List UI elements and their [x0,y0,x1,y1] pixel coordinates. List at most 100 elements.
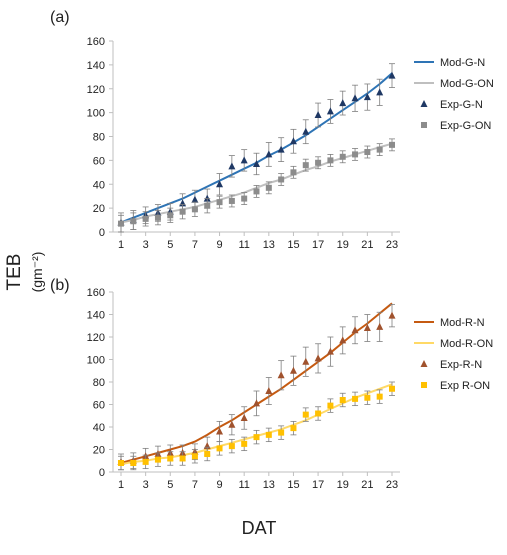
y-tick-label: 100 [87,108,105,120]
legend-item: Mod-R-ON [414,338,493,350]
legend-item: Exp-G-ON [421,120,491,132]
legend-item: Mod-G-ON [414,78,494,90]
x-tick-label: 15 [287,479,299,491]
data-point [191,206,198,213]
data-point [277,371,285,379]
x-tick-label: 5 [167,479,173,491]
legend-label: Exp R-ON [440,380,490,392]
data-point [142,215,149,222]
x-tick-label: 1 [118,239,124,251]
data-point [216,427,224,435]
data-point [326,107,334,115]
data-point [302,162,309,169]
y-tick-label: 80 [93,377,105,389]
y-tick-label: 60 [93,400,105,412]
series-exp-r-n [117,303,396,471]
data-point [352,395,359,402]
data-point [302,357,310,365]
data-point [179,455,186,462]
series-line [120,72,393,224]
data-point [118,220,124,227]
data-point [289,366,297,374]
legend-label: Mod-G-N [440,57,485,69]
y-tick-label: 20 [93,445,105,457]
data-point [216,445,223,452]
series-exp-r-on [118,381,395,471]
data-point [167,455,174,462]
data-point [376,88,384,96]
x-tick-label: 3 [143,239,149,251]
data-point [216,199,223,206]
data-point [363,324,371,331]
legend-swatch [421,382,427,388]
shared-y-axis-unit: (gm⁻²) [29,252,45,293]
x-tick-label: 15 [287,239,299,251]
data-point [241,440,248,447]
y-tick-label: 120 [87,84,105,96]
legend-item: Exp-R-N [420,359,482,371]
data-point [142,458,149,465]
legend-swatch [420,360,428,367]
data-point [253,399,260,407]
panel-label: (a) [50,9,70,26]
data-point [179,208,186,215]
data-point [253,188,260,195]
data-point [191,453,198,460]
y-tick-label: 80 [93,132,105,144]
data-point [389,141,395,148]
data-point [130,218,137,225]
x-tick-label: 23 [386,479,398,491]
data-point [253,434,260,441]
data-point [315,410,322,417]
series-mod-g-n [120,72,393,224]
y-tick-label: 20 [93,203,105,215]
data-point [154,456,161,463]
y-tick-label: 0 [99,467,105,479]
legend-item: Exp-G-N [420,99,483,111]
x-tick-label: 13 [263,479,275,491]
x-tick-label: 9 [216,479,222,491]
y-tick-label: 60 [93,155,105,167]
legend-label: Exp-R-N [440,359,482,371]
data-point [314,111,322,119]
x-tick-label: 23 [386,239,398,251]
data-point [302,411,309,418]
data-point [339,397,346,403]
legend-label: Mod-G-ON [440,78,494,90]
y-tick-label: 100 [87,355,105,367]
legend-label: Exp-G-ON [440,120,491,132]
y-tick-label: 140 [87,310,105,322]
legend-label: Exp-G-N [440,99,483,111]
data-point [228,197,235,204]
shared-x-axis-label: DAT [242,518,277,538]
data-point [118,460,124,466]
data-point [278,176,285,183]
data-point [154,214,161,221]
legend-label: Mod-R-ON [440,338,493,350]
data-point [326,347,334,355]
data-point [253,159,260,167]
x-tick-label: 19 [337,479,349,491]
y-tick-label: 40 [93,179,105,191]
data-point [315,159,322,166]
data-point [167,212,174,219]
data-point [240,156,248,164]
x-tick-label: 1 [118,479,124,491]
x-tick-label: 21 [361,479,373,491]
data-point [351,326,359,334]
data-point [290,425,297,432]
data-point [363,93,371,101]
data-point [204,202,211,209]
y-tick-label: 0 [99,227,105,239]
data-point [339,153,346,160]
x-tick-label: 9 [216,239,222,251]
x-tick-label: 7 [192,479,198,491]
data-point [289,137,297,145]
data-point [351,94,359,102]
legend-label: Mod-R-N [440,317,485,329]
y-tick-label: 160 [87,36,105,48]
data-point [228,162,236,170]
x-tick-label: 17 [312,239,324,251]
